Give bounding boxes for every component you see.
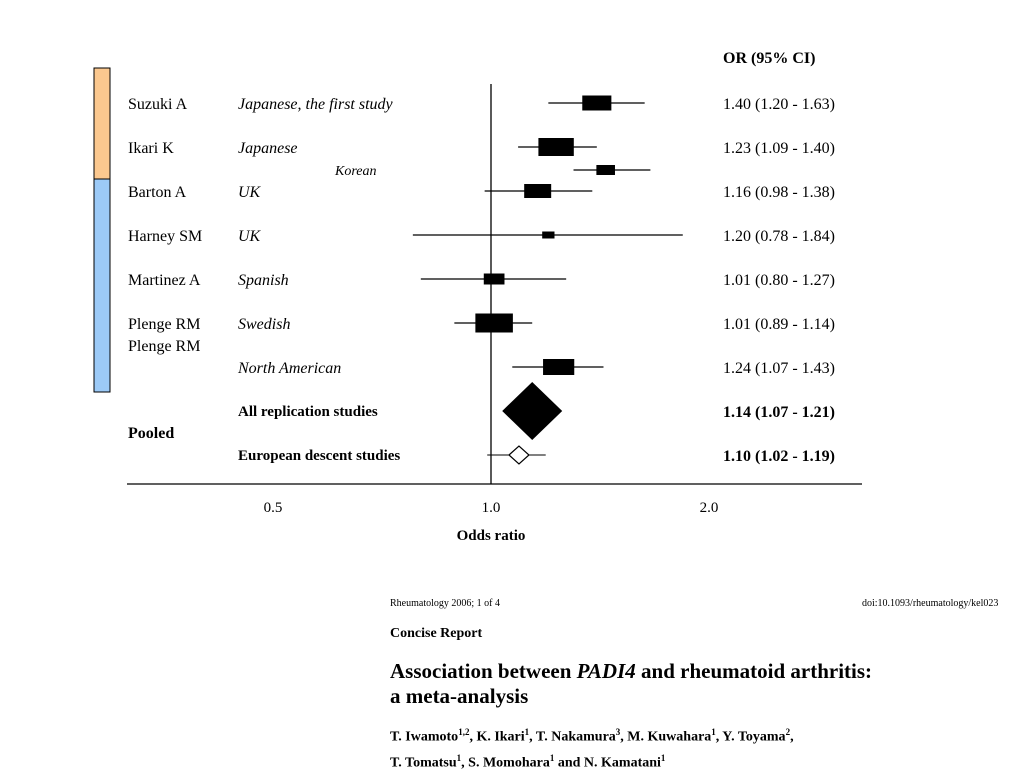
pooled-name: All replication studies (238, 404, 378, 420)
paper-title-gene: PADI4 (576, 659, 636, 683)
forest-plot: OR (95% CI) 0.5 1.0 2.0 Odds ratio Suzuki A Ja… (93, 50, 862, 544)
pooled-label: Pooled (128, 425, 174, 442)
study-author: Plenge RM (128, 338, 200, 355)
or-ci-label: 1.40 (1.20 - 1.63) (723, 96, 835, 113)
study-author: Barton A (128, 184, 187, 201)
journal-line: Rheumatology 2006; 1 of 4 (390, 598, 500, 609)
paper-title: Association between PADI4 and rheumatoid… (390, 659, 872, 709)
point-estimate-box (475, 313, 513, 333)
paper-title-post: and rheumatoid arthritis: (635, 659, 873, 683)
study-population: North American (237, 360, 341, 377)
x-axis-label: Odds ratio (457, 528, 526, 544)
study-population: Spanish (238, 272, 289, 289)
author-name: T. Nakamura (535, 729, 616, 745)
study-author: Ikari K (128, 140, 174, 157)
study-population: Japanese, the first study (238, 96, 394, 113)
author-affiliation: 1 (711, 727, 716, 737)
pooled-or-ci-label: 1.14 (1.07 - 1.21) (723, 404, 835, 421)
author-name: K. Ikari (476, 729, 525, 745)
author-name: S. Momohara (468, 755, 550, 771)
study-population: UK (238, 228, 262, 245)
point-estimate-box (538, 138, 574, 156)
study-population: Korean (334, 164, 376, 179)
pooled-name: European descent studies (238, 448, 400, 464)
or-ci-label: 1.01 (0.80 - 1.27) (723, 272, 835, 289)
author-name: T. Tomatsu (390, 755, 457, 771)
point-estimate-box (582, 95, 612, 111)
study-population: Japanese (238, 140, 298, 157)
pooled-or-ci-label: 1.10 (1.02 - 1.19) (723, 448, 835, 465)
point-estimate-box (596, 165, 615, 175)
group-bar-asian (93, 67, 111, 180)
study-author: Plenge RM (128, 316, 200, 333)
x-tick-label: 0.5 (264, 500, 283, 516)
author-affiliation: 2 (785, 727, 791, 737)
study-author: Suzuki A (128, 96, 188, 113)
author-name: Y. Toyama (722, 729, 786, 745)
study-author: Harney SM (128, 228, 202, 245)
paper-title-line2: a meta-analysis (390, 684, 529, 708)
author-affiliation: 1 (660, 752, 666, 763)
author-affiliation: 1,2 (458, 727, 470, 737)
study-population: UK (238, 184, 262, 201)
point-estimate-box (542, 231, 555, 239)
author-name: T. Iwamoto (390, 729, 459, 745)
or-ci-label: 1.20 (0.78 - 1.84) (723, 228, 835, 245)
author-list: T. Iwamoto1,2, K. Ikari1, T. Nakamura3, … (390, 727, 794, 771)
doi-text: doi:10.1093/rheumatology/kel023 (862, 598, 999, 609)
study-population: Swedish (238, 316, 290, 333)
study-author: Martinez A (128, 272, 201, 289)
x-tick-label: 2.0 (700, 500, 719, 516)
group-bar-european (93, 178, 111, 393)
x-tick-label: 1.0 (482, 500, 501, 516)
point-estimate-box (524, 184, 552, 198)
author-affiliation: 1 (524, 727, 530, 737)
ci-header: OR (95% CI) (723, 50, 815, 67)
point-estimate-box (483, 273, 505, 285)
author-name: M. Kuwahara (627, 729, 712, 745)
author-affiliation: 1 (549, 752, 555, 763)
author-affiliation: 1 (456, 752, 462, 763)
or-ci-label: 1.16 (0.98 - 1.38) (723, 184, 835, 201)
or-ci-label: 1.23 (1.09 - 1.40) (723, 140, 835, 157)
or-ci-label: 1.01 (0.89 - 1.14) (723, 316, 835, 333)
point-estimate-box (543, 359, 575, 375)
author-affiliation: 3 (615, 727, 621, 737)
paper-title-pre: Association between (390, 659, 577, 683)
author-name: N. Kamatani (583, 755, 661, 771)
pooled-diamond-open (508, 445, 530, 465)
section-label: Concise Report (390, 626, 483, 641)
pooled-diamond-filled (502, 382, 563, 440)
or-ci-label: 1.24 (1.07 - 1.43) (723, 360, 835, 377)
